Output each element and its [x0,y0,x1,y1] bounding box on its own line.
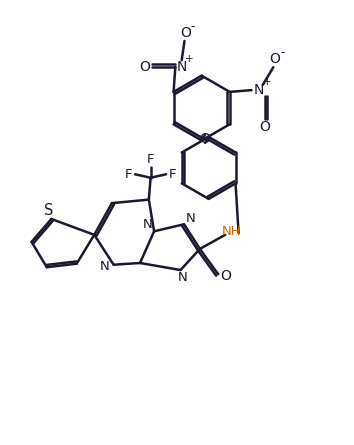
Text: -: - [191,20,195,32]
Text: NH: NH [222,225,241,238]
Text: O: O [259,120,270,134]
Text: -: - [281,46,285,59]
Text: N: N [177,60,187,73]
Text: O: O [139,60,150,73]
Text: N: N [143,218,153,231]
Text: F: F [169,168,176,181]
Text: +: + [185,54,194,65]
Text: N: N [254,83,264,97]
Text: O: O [270,53,281,66]
Text: O: O [220,269,231,283]
Text: N: N [177,271,187,283]
Text: F: F [125,168,132,181]
Text: O: O [200,132,211,146]
Text: N: N [185,212,195,226]
Text: O: O [180,26,191,40]
Text: F: F [147,153,154,166]
Text: N: N [100,260,110,273]
Text: +: + [263,77,271,87]
Text: S: S [44,202,53,218]
